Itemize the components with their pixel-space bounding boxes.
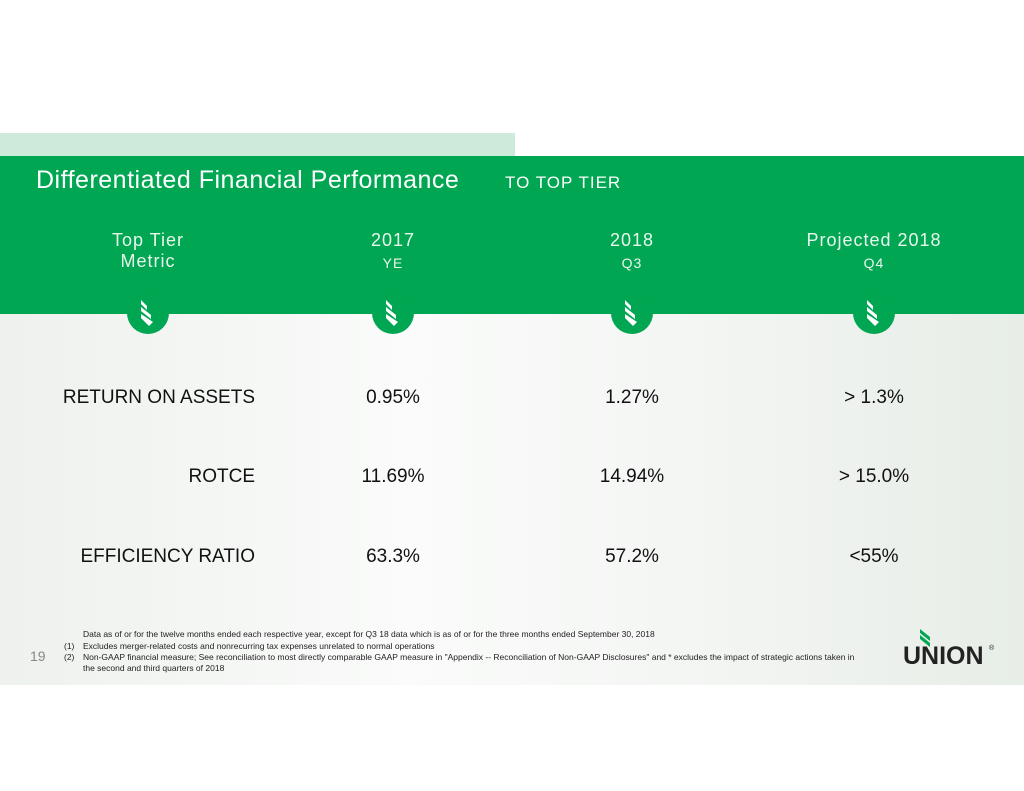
metric-label: ROTCE [188,466,256,487]
column-label: 2018 [609,230,655,250]
slide-subtitle: TO TOP TIER [505,173,622,192]
union-logo-mark: UNION ® [903,629,995,670]
column-header-metric: Top Tier Metric [28,230,268,272]
column-header-projected: Projected 2018 Q4 [754,230,994,271]
leaf-icon [611,292,653,334]
value-projected: > 15.0% [838,466,910,487]
header-band [0,156,1024,314]
leaf-icon [853,292,895,334]
column-header-2018: 2018 Q3 [512,230,752,271]
leaf-icon [127,292,169,334]
page-number: 19 [30,648,46,664]
column-label: 2017 [370,230,416,250]
metric-label: EFFICIENCY RATIO [80,546,255,567]
union-logo: UNION ® [903,628,998,673]
value-2017: 0.95% [366,387,420,408]
value-2018: 57.2% [605,546,659,567]
accent-strip [0,133,515,156]
column-label: Top Tier [111,230,185,250]
column-sublabel: Q4 [863,255,885,271]
footnote-number: (2) [64,652,75,662]
value-2017: 63.3% [366,546,420,567]
metric-label: RETURN ON ASSETS [62,387,255,408]
footnote-intro: Data as of or for the twelve months ende… [83,629,655,639]
value-2017: 11.69% [361,466,425,487]
value-projected: > 1.3% [844,387,904,408]
value-2018: 14.94% [599,466,665,487]
leaf-icon [372,292,414,334]
column-sublabel: Q3 [621,255,643,271]
column-sublabel: Metric [120,251,176,271]
footnote-1: Excludes merger-related costs and nonrec… [83,641,435,651]
value-2018: 1.27% [605,387,659,408]
column-label: Projected 2018 [806,230,942,250]
svg-text:UNION: UNION [903,642,984,668]
svg-text:®: ® [989,644,995,652]
slide-title: Differentiated Financial Performance [36,166,460,194]
footnote-2-cont: the second and third quarters of 2018 [83,663,225,673]
content-area [0,314,1024,685]
column-sublabel: YE [382,255,404,271]
value-projected: <55% [849,546,899,567]
footnote-2: Non-GAAP financial measure; See reconcil… [83,652,855,662]
column-header-2017: 2017 YE [273,230,513,271]
footnote-number: (1) [64,641,75,651]
